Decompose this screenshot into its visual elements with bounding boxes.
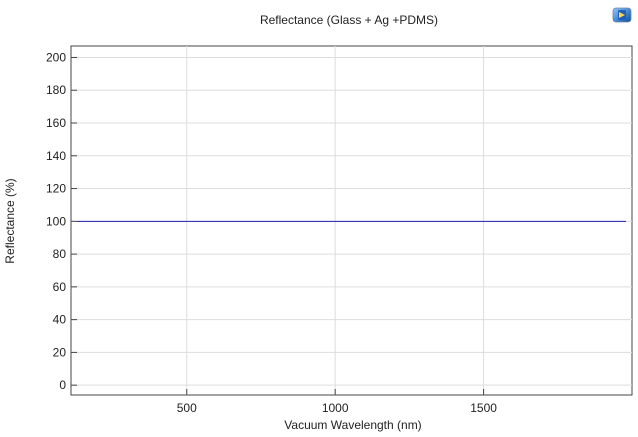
grid-layer [71,46,632,395]
chart-title: Reflectance (Glass + Ag +PDMS) [259,13,439,27]
x-tick-label: 500 [177,401,197,415]
x-tick-label: 1500 [470,401,497,415]
x-tick-label: 1000 [322,401,349,415]
x-axis-label: Vacuum Wavelength (nm) [284,418,421,432]
comsol-logo-icon [612,7,632,23]
y-tick-label: 200 [46,50,66,64]
y-tick-label: 140 [46,149,66,163]
y-tick-label: 100 [46,214,66,228]
label-layer: Vacuum Wavelength (nm) Reflectance (%) [3,178,422,432]
y-tick-label: 20 [53,345,67,359]
y-tick-label: 60 [53,280,67,294]
y-tick-label: 40 [53,313,67,327]
y-axis-label: Reflectance (%) [3,178,17,263]
y-tick-label: 80 [53,247,67,261]
plot-frame [70,45,633,396]
y-tick-label: 160 [46,116,66,130]
y-tick-label: 0 [59,378,66,392]
tick-layer: 500 1000 1500 0 20 40 60 80 100 120 140 160 180 200 [46,50,497,415]
y-tick-label: 120 [46,182,66,196]
y-tick-label: 180 [46,83,66,97]
